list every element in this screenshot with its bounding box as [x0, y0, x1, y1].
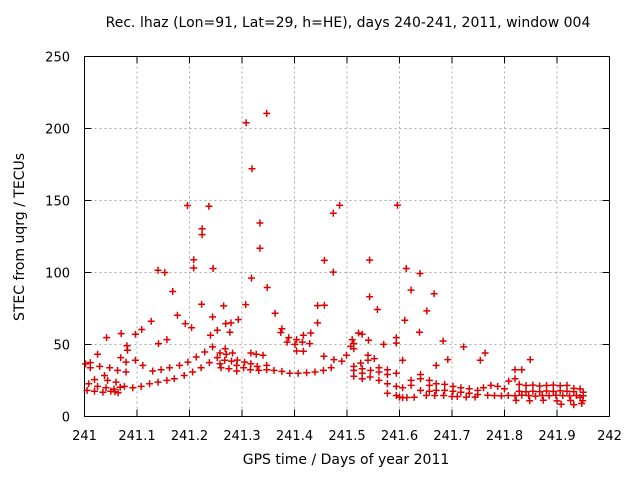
grid-lines	[84, 56, 610, 417]
y-tick-label: 150	[45, 195, 70, 210]
x-tick-label: 241.4	[276, 429, 313, 444]
tick-labels: 241 241.1 241.2 241.3 241.4 241.5 241.6 241.7 24…	[45, 51, 622, 445]
x-tick-label: 241.6	[381, 429, 418, 444]
x-tick-label: 241.7	[433, 429, 470, 444]
x-tick-label: 241	[72, 429, 97, 444]
chart-title: Rec. lhaz (Lon=91, Lat=29, h=HE), days 2…	[106, 15, 591, 31]
y-tick-label: 100	[45, 267, 70, 282]
x-tick-label: 241.9	[538, 429, 575, 444]
data-points	[82, 109, 587, 409]
x-tick-label: 241.8	[486, 429, 523, 444]
x-tick-label: 242	[597, 429, 622, 444]
x-tick-label: 241.5	[328, 429, 365, 444]
y-tick-label: 250	[45, 51, 70, 66]
axes	[84, 56, 610, 417]
y-tick-label: 0	[62, 411, 70, 426]
y-axis-title: STEC from uqrg / TECUs	[12, 153, 28, 321]
x-tick-label: 241.3	[223, 429, 260, 444]
x-tick-label: 241.2	[171, 429, 208, 444]
x-axis-title: GPS time / Days of year 2011	[243, 452, 450, 468]
y-tick-label: 50	[53, 339, 70, 354]
x-tick-label: 241.1	[118, 429, 155, 444]
y-tick-label: 200	[45, 123, 70, 138]
scatter-plus-markers	[82, 109, 587, 409]
